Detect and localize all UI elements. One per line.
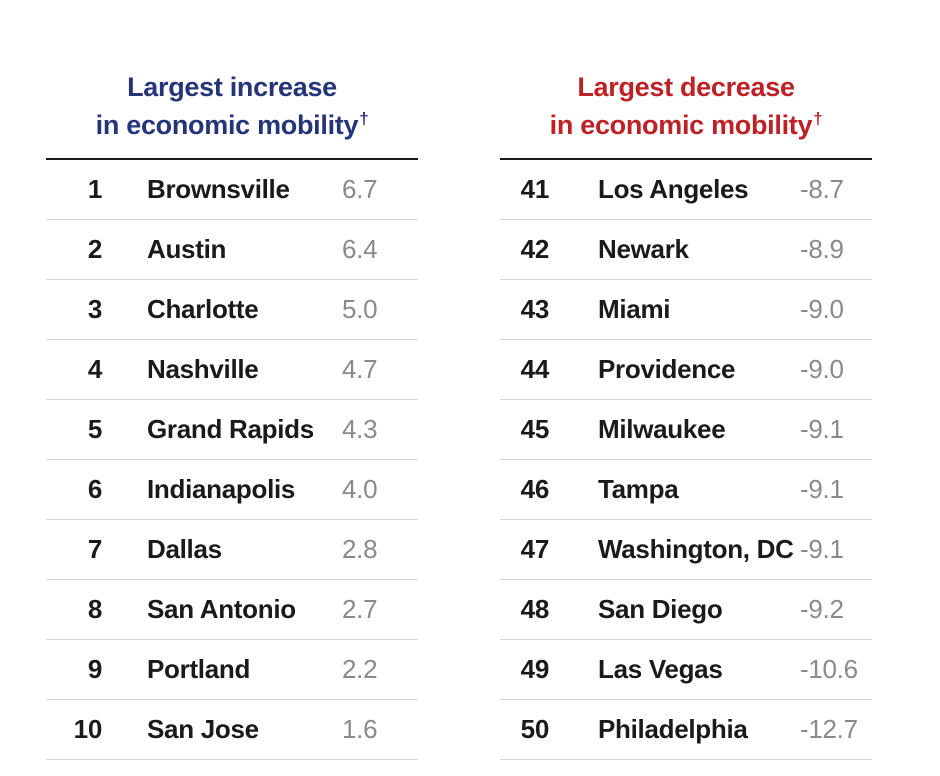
city-name: Los Angeles — [598, 174, 749, 204]
rank-number: 2 — [87, 234, 102, 264]
table-row: 10 San Jose 1.6 — [46, 700, 418, 760]
table-row: 47 Washington, DC -9.1 — [500, 520, 872, 580]
mobility-change-value: 4.7 — [342, 354, 378, 384]
decrease-title: Largest decrease in economic mobility† — [500, 68, 872, 144]
city-name: Philadelphia — [598, 714, 748, 744]
mobility-change-value: 2.2 — [342, 654, 378, 684]
table-row: 49 Las Vegas -10.6 — [500, 640, 872, 700]
table-row: 43 Miami -9.0 — [500, 280, 872, 340]
table-row: 45 Milwaukee -9.1 — [500, 400, 872, 460]
city-name: Brownsville — [147, 174, 290, 204]
rank-number: 48 — [520, 594, 550, 624]
mobility-change-value: -9.0 — [800, 354, 844, 384]
increase-footnote-dagger: † — [359, 109, 369, 128]
mobility-change-value: 4.0 — [342, 474, 378, 504]
mobility-change-value: -9.2 — [800, 594, 844, 624]
rank-number: 47 — [520, 534, 550, 564]
table-row: 8 San Antonio 2.7 — [46, 580, 418, 640]
decrease-footnote-dagger: † — [813, 109, 823, 128]
increase-title-line2: in economic mobility — [95, 110, 359, 140]
mobility-change-value: 1.6 — [342, 714, 378, 744]
city-name: Las Vegas — [598, 654, 723, 684]
mobility-change-value: 6.7 — [342, 174, 378, 204]
mobility-change-value: 6.4 — [342, 234, 378, 264]
rank-number: 7 — [87, 534, 102, 564]
mobility-change-value: -10.6 — [800, 654, 858, 684]
table-row: 48 San Diego -9.2 — [500, 580, 872, 640]
table-row: 50 Philadelphia -12.7 — [500, 700, 872, 760]
rank-number: 43 — [520, 294, 550, 324]
mobility-change-value: -9.0 — [800, 294, 844, 324]
decrease-title-line2: in economic mobility — [549, 110, 813, 140]
city-name: Indianapolis — [147, 474, 296, 504]
rank-number: 42 — [520, 234, 550, 264]
table-row: 44 Providence -9.0 — [500, 340, 872, 400]
increase-header-rule — [46, 158, 418, 160]
rank-number: 46 — [520, 474, 550, 504]
city-name: Tampa — [598, 474, 679, 504]
table-row: 2 Austin 6.4 — [46, 220, 418, 280]
city-name: Washington, DC — [598, 534, 794, 564]
rank-number: 41 — [520, 174, 550, 204]
table-row: 41 Los Angeles -8.7 — [500, 160, 872, 220]
rank-number: 6 — [87, 474, 102, 504]
rank-number: 5 — [87, 414, 102, 444]
mobility-change-value: -12.7 — [800, 714, 858, 744]
mobility-change-value: -9.1 — [800, 474, 844, 504]
rank-number: 50 — [520, 714, 550, 744]
city-name: Providence — [598, 354, 736, 384]
rank-number: 49 — [520, 654, 550, 684]
rank-number: 44 — [520, 354, 550, 384]
city-name: San Jose — [147, 714, 259, 744]
mobility-change-value: -8.9 — [800, 234, 844, 264]
city-name: Nashville — [147, 354, 259, 384]
city-name: Grand Rapids — [147, 414, 314, 444]
city-name: Austin — [147, 234, 227, 264]
mobility-change-value: -9.1 — [800, 534, 844, 564]
table-row: 42 Newark -8.9 — [500, 220, 872, 280]
city-name: Miami — [598, 294, 671, 324]
decrease-header-rule — [500, 158, 872, 160]
decrease-table: 41 Los Angeles -8.7 42 Newark -8.9 43 Miami -9.0… — [500, 160, 872, 760]
mobility-change-value: 2.8 — [342, 534, 378, 564]
rank-number: 1 — [87, 174, 102, 204]
city-name: San Antonio — [147, 594, 296, 624]
city-name: Newark — [598, 234, 689, 264]
table-row: 5 Grand Rapids 4.3 — [46, 400, 418, 460]
table-row: 46 Tampa -9.1 — [500, 460, 872, 520]
rank-number: 4 — [87, 354, 102, 384]
rank-number: 9 — [87, 654, 102, 684]
table-row: 3 Charlotte 5.0 — [46, 280, 418, 340]
increase-title-line2-wrap: in economic mobility† — [46, 106, 418, 144]
city-name: Dallas — [147, 534, 222, 564]
table-row: 4 Nashville 4.7 — [46, 340, 418, 400]
decrease-title-line1: Largest decrease — [577, 72, 795, 102]
table-row: 6 Indianapolis 4.0 — [46, 460, 418, 520]
mobility-change-value: 5.0 — [342, 294, 378, 324]
increase-title: Largest increase in economic mobility† — [46, 68, 418, 144]
city-name: Portland — [147, 654, 251, 684]
city-name: San Diego — [598, 594, 723, 624]
mobility-change-value: -8.7 — [800, 174, 844, 204]
city-name: Milwaukee — [598, 414, 726, 444]
increase-title-line1: Largest increase — [127, 72, 337, 102]
table-row: 7 Dallas 2.8 — [46, 520, 418, 580]
rank-number: 8 — [87, 594, 102, 624]
rank-number: 45 — [520, 414, 550, 444]
mobility-change-value: 4.3 — [342, 414, 378, 444]
rank-number: 3 — [87, 294, 102, 324]
rank-number: 10 — [73, 714, 103, 744]
increase-table: 1 Brownsville 6.7 2 Austin 6.4 3 Charlotte 5.0 4 N… — [46, 160, 418, 760]
decrease-title-line2-wrap: in economic mobility† — [500, 106, 872, 144]
mobility-change-value: -9.1 — [800, 414, 844, 444]
mobility-change-value: 2.7 — [342, 594, 378, 624]
table-row: 1 Brownsville 6.7 — [46, 160, 418, 220]
city-name: Charlotte — [147, 294, 259, 324]
table-row: 9 Portland 2.2 — [46, 640, 418, 700]
